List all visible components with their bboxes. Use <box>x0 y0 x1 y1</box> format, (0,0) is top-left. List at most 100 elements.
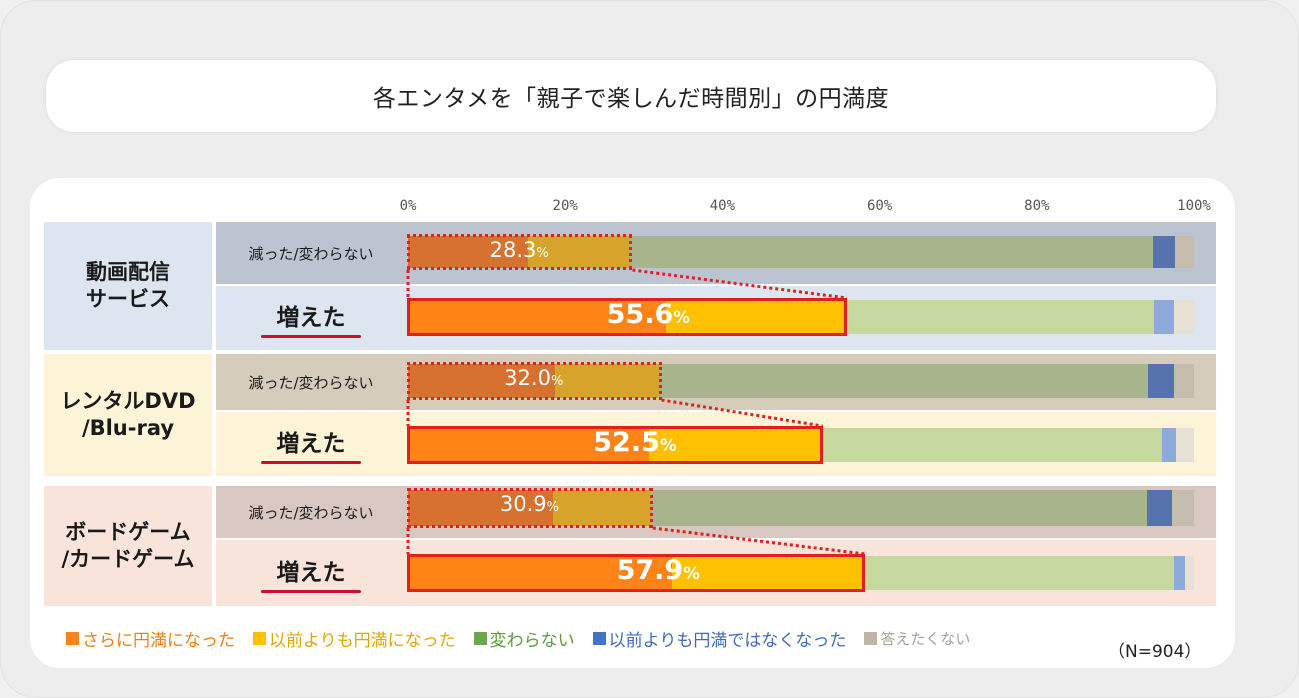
data-label-unit: % <box>673 307 691 327</box>
bar-segment <box>408 428 649 462</box>
row-label-text: 減った/変わらない <box>248 244 374 263</box>
legend-item: 以前よりも円満になった <box>253 626 456 651</box>
data-label-value: 32.0 <box>504 366 551 390</box>
data-label: 57.9% <box>617 555 700 586</box>
legend-item: 以前よりも円満ではなくなった <box>592 626 847 651</box>
group-name-line: レンタルDVD <box>60 388 196 413</box>
highlight-box <box>407 298 848 336</box>
row-label-text: 増えた <box>276 305 346 331</box>
data-label-unit: % <box>683 563 700 583</box>
connector-line <box>652 526 866 556</box>
bar-segment <box>820 428 1162 462</box>
x-tick-label: 0% <box>399 198 417 214</box>
legend-label: 答えたくない <box>880 630 971 648</box>
row-label-text: 減った/変わらない <box>248 503 374 522</box>
legend-swatch <box>592 632 606 645</box>
highlight-box <box>407 426 823 464</box>
bar-segment <box>1161 428 1176 462</box>
legend-item: 答えたくない <box>864 628 970 649</box>
legend-swatch <box>864 632 878 645</box>
row-label-text: 減った/変わらない <box>248 373 374 392</box>
title-box: 各エンタメを「親子で楽しんだ時間別」の円満度 <box>46 60 1216 132</box>
stacked-bar <box>408 236 1194 268</box>
legend-item: さらに円満になった <box>66 626 235 651</box>
bar-segment <box>1146 490 1172 526</box>
data-label-unit: % <box>546 500 559 515</box>
data-label-value: 52.5 <box>593 427 660 458</box>
bar-segment <box>672 556 864 590</box>
data-label-unit: % <box>550 374 564 389</box>
label-underline <box>261 590 361 593</box>
group-name-line: サービス <box>86 287 170 311</box>
data-label: 28.3% <box>490 238 549 262</box>
stacked-bar <box>408 490 1194 526</box>
bar-segment <box>665 300 845 334</box>
bar-segment <box>1171 490 1194 526</box>
row-label-decreased: 減った/変わらない <box>216 222 406 284</box>
x-tick-label: 20% <box>552 198 578 214</box>
bar-segment <box>408 236 529 268</box>
group-name: レンタルDVD/Blu-ray <box>60 388 195 443</box>
connector-line <box>632 268 848 300</box>
x-tick-label: 80% <box>1024 198 1050 214</box>
bar-segment <box>1174 300 1194 334</box>
sample-size-note: （N=904） <box>1108 642 1202 662</box>
bar-segment <box>408 364 555 398</box>
bar-segment <box>528 236 631 268</box>
bar-segment <box>659 364 1149 398</box>
bar-segment <box>1175 428 1194 462</box>
row-label-increased: 増えた <box>216 540 406 606</box>
label-underline <box>261 335 361 338</box>
legend-label: 変わらない <box>489 631 575 651</box>
legend-swatch <box>66 632 79 645</box>
stacked-bar <box>408 556 1194 590</box>
data-label-value: 30.9 <box>499 492 547 516</box>
bar-segment <box>863 556 1174 590</box>
group-label: レンタルDVD/Blu-ray <box>44 354 212 476</box>
chart-title: 各エンタメを「親子で楽しんだ時間別」の円満度 <box>372 86 890 112</box>
legend-item: 変わらない <box>473 626 575 651</box>
bar-segment <box>1175 236 1194 268</box>
legend-label: 以前よりも円満ではなくなった <box>608 631 847 651</box>
highlight-box <box>407 554 866 592</box>
data-label-value: 55.6 <box>606 299 674 330</box>
group-name-line: 動画配信 <box>86 259 170 284</box>
bar-segment <box>650 490 1147 526</box>
group-label: 動画配信 サービス <box>44 222 212 350</box>
bar-segment <box>1173 556 1185 590</box>
data-label: 30.9% <box>500 492 559 516</box>
data-label-unit: % <box>536 246 549 261</box>
stacked-bar <box>408 300 1194 334</box>
x-tick-label: 60% <box>866 198 893 214</box>
bar-segment <box>408 490 554 526</box>
row-label-decreased: 減った/変わらない <box>216 486 406 538</box>
bar-segment <box>648 428 821 462</box>
legend: さらに円満になった 以前よりも円満になった 変わらない 以前よりも円満ではなくなった 答… <box>66 626 970 651</box>
legend-swatch <box>473 632 487 645</box>
legend-label: さらに円満になった <box>82 631 235 651</box>
data-label: 52.5% <box>593 427 676 458</box>
label-underline <box>261 461 361 464</box>
row-label-decreased: 減った/変わらない <box>216 354 406 410</box>
group-label: ボードゲーム/カードゲーム <box>44 486 212 606</box>
data-label: 55.6% <box>607 299 690 330</box>
data-label-value: 28.3 <box>489 238 537 262</box>
stacked-bar <box>408 428 1194 462</box>
bar-segment <box>554 364 660 398</box>
bar-segment <box>553 490 651 526</box>
group-name-line: ボードゲーム <box>65 519 191 544</box>
row-label-increased: 増えた <box>216 286 406 350</box>
x-tick-label: 100% <box>1177 198 1211 214</box>
group-name: ボードゲーム/カードゲーム <box>61 519 194 574</box>
group-name: 動画配信 サービス <box>86 259 170 314</box>
bar-segment <box>630 236 1154 268</box>
row-label-increased: 増えた <box>216 412 406 476</box>
bar-segment <box>408 300 666 334</box>
legend-label: 以前よりも円満になった <box>269 631 456 651</box>
bar-segment <box>408 556 673 590</box>
bar-segment <box>1153 300 1175 334</box>
group-name-line: /Blu-ray <box>81 416 175 440</box>
data-label-unit: % <box>659 435 677 455</box>
bar-segment <box>1153 236 1176 268</box>
